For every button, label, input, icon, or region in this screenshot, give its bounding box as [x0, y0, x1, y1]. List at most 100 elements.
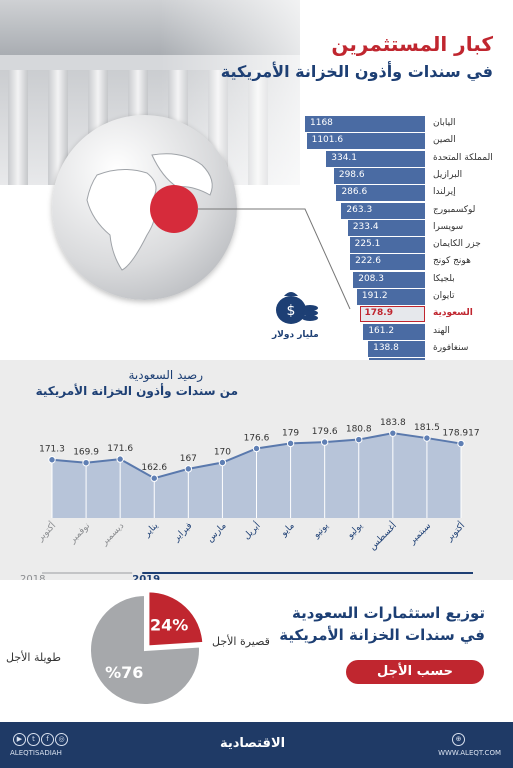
data-point	[286, 439, 295, 448]
saudi-holdings-area-chart: 171.3 أكتوبر 169.9 نوفمبر 171.6 ديسمبر 162.6 ين…	[20, 418, 480, 580]
line-chart-title-2: من سندات وأذون الخزانة الأمريكية	[35, 384, 238, 398]
bar-category-label: الهند	[433, 325, 450, 336]
bar-value-label: 298.6	[338, 169, 365, 180]
x-tick-label: نوفمبر	[67, 521, 92, 546]
pie-slice	[147, 590, 205, 648]
website-link[interactable]: WWW.ALEQT.COM	[438, 749, 501, 757]
bar-category-label: السعودية	[433, 308, 473, 319]
bar-category-label: المملكة المتحدة	[433, 152, 493, 163]
x-tick-label: ديسمبر	[99, 521, 126, 548]
data-point	[320, 438, 329, 446]
data-point	[423, 434, 431, 442]
brand-logo: الاقتصادية	[220, 736, 286, 751]
bar	[363, 323, 425, 340]
data-label: 176.6	[244, 433, 270, 443]
bar-value-label: 161.2	[368, 325, 395, 336]
year-label: 2018	[20, 574, 45, 580]
twitter-icon[interactable]: t	[27, 733, 40, 746]
bar-value-label: 138.8	[373, 342, 399, 353]
bar-value-label: 191.2	[361, 291, 388, 301]
main-title-line2: في سندات وأذون الخزانة الأمريكية	[220, 62, 493, 81]
pie-title-1: توزيع استثمارات السعودية	[291, 604, 485, 622]
data-label: 167	[180, 454, 197, 464]
x-tick-label: سبتمبر	[407, 521, 433, 547]
data-point	[82, 459, 90, 467]
bar	[353, 271, 425, 288]
bar	[333, 167, 425, 184]
bar	[305, 116, 425, 132]
data-point	[150, 474, 158, 482]
x-tick-label: أبريل	[240, 520, 262, 542]
pie-subtitle-badge: حسب الأجل	[346, 660, 484, 684]
data-label: 180.8	[346, 425, 372, 435]
pie-value-label: %76	[105, 663, 143, 682]
maturity-pie-chart: 24% %76 قصيرة الأجل طويلة الأجل	[6, 590, 270, 706]
money-bag-icon: $	[276, 292, 318, 324]
bar-value-label: 222.6	[355, 256, 381, 267]
bar-category-label: سنغافورة	[433, 342, 469, 353]
data-label: 178.917	[442, 429, 479, 439]
bar-value-label: 208.3	[358, 273, 384, 284]
data-label: 171.6	[107, 444, 133, 454]
bar-category-label: الصين	[433, 135, 456, 146]
bar	[326, 150, 425, 167]
data-label: 170	[214, 448, 231, 458]
x-tick-label: أغسطس	[366, 520, 399, 553]
data-point	[116, 455, 124, 463]
bar	[341, 202, 425, 219]
x-tick-label: يوليو	[345, 521, 365, 541]
footer	[0, 722, 513, 768]
x-tick-label: يونيو	[311, 521, 331, 541]
social-handle[interactable]: ALEQTISADIAH	[10, 749, 62, 757]
youtube-icon[interactable]: ▶	[13, 733, 26, 746]
data-label: 179.6	[312, 427, 338, 437]
data-point	[184, 465, 193, 473]
bar-category-label: إيرلندا	[433, 187, 456, 198]
bar-value-label: 286.6	[341, 187, 368, 198]
bar-value-label: 178.9	[364, 308, 393, 319]
year-label: 2019	[132, 574, 160, 580]
saudi-highlight-circle	[150, 185, 198, 233]
bar-category-label: سويسرا	[433, 221, 464, 232]
data-point	[48, 456, 56, 464]
bar-value-label: 334.1	[331, 152, 358, 163]
x-tick-label: فبراير	[171, 521, 194, 544]
data-point	[355, 435, 363, 444]
instagram-icon[interactable]: ◎	[55, 733, 68, 746]
bar	[349, 237, 425, 254]
x-tick-label: مايو	[279, 521, 297, 539]
data-label: 179	[282, 428, 299, 438]
data-label: 183.8	[380, 418, 406, 428]
svg-text:$: $	[287, 303, 296, 319]
unit-label: مليار دولار	[272, 330, 319, 340]
bar-category-label: تايوان	[433, 291, 455, 301]
data-point	[389, 429, 397, 437]
bar-value-label: 263.3	[346, 204, 373, 215]
data-point	[457, 439, 465, 448]
pie-slice-label: قصيرة الأجل	[212, 634, 270, 648]
facebook-icon[interactable]: f	[41, 733, 54, 746]
data-label: 162.6	[141, 463, 167, 473]
connector-line	[197, 208, 351, 310]
x-tick-label: يناير	[142, 521, 161, 540]
data-label: 169.9	[73, 448, 99, 458]
bar-category-label: جزر الكايمان	[433, 239, 481, 250]
data-point	[252, 444, 261, 453]
pie-section	[0, 582, 513, 722]
data-point	[218, 458, 227, 467]
bar-category-label: بلجيكا	[433, 273, 455, 284]
bar-value-label: 225.1	[354, 239, 381, 250]
x-tick-label: أكتوبر	[34, 520, 58, 544]
bar	[368, 340, 425, 357]
data-label: 181.5	[414, 423, 440, 433]
globe-web-icon[interactable]: ⊕	[452, 733, 465, 746]
bar	[350, 254, 425, 271]
bar	[359, 306, 425, 323]
x-tick-label: مارس	[205, 521, 228, 544]
bar-value-label: 1101.6	[311, 135, 344, 146]
bar-category-label: البرازيل	[433, 169, 463, 180]
pie-slice	[89, 593, 201, 706]
pie-value-label: 24%	[150, 615, 188, 634]
main-title-line1: كبار المستثمرين	[331, 32, 493, 56]
pie-title-2: في سندات الخزانة الأمريكية	[279, 626, 485, 644]
